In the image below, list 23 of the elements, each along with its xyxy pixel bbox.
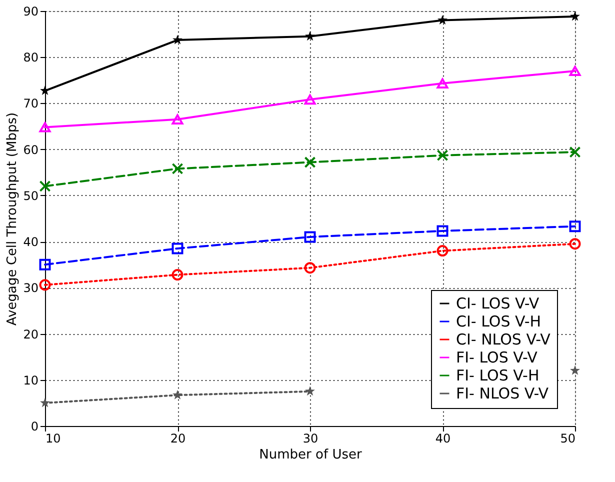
y-tick-label: 10 [23,373,38,388]
x-tick-label: 50 [560,432,576,446]
x-tick-label: 20 [170,432,186,446]
y-tick-label: 40 [23,235,38,250]
legend-label: FI- NLOS V-V [456,384,550,402]
y-tick-label: 80 [23,50,38,65]
legend-label: FI- LOS V-V [456,348,538,366]
legend-label: CI- LOS V-H [456,312,542,330]
y-tick-label: 70 [23,96,38,111]
x-tick-label: 10 [46,432,61,446]
y-tick-label: 90 [23,4,38,18]
x-tick-label: 40 [435,432,451,446]
legend-label: CI- LOS V-V [456,294,540,312]
y-axis-title: Avegage Cell Throughput (Mbps) [5,112,20,326]
y-tick-label: 30 [23,281,38,296]
x-axis-title: Number of User [259,448,362,462]
y-tick-label: 60 [23,142,38,157]
y-tick-label: 0 [30,420,38,434]
y-tick-label: 50 [23,188,38,203]
legend-label: FI- LOS V-H [456,366,540,384]
legend-label: CI- NLOS V-V [456,330,552,348]
y-tick-label: 20 [23,327,38,342]
x-tick-label: 30 [302,432,318,446]
